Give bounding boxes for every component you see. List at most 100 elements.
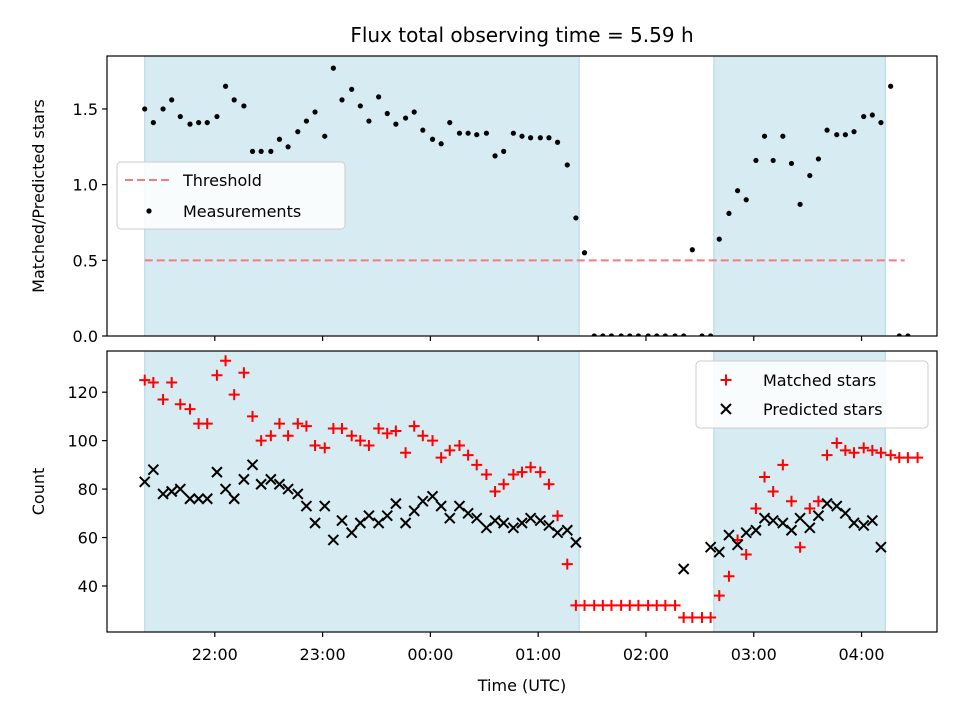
predicted-stars-point xyxy=(866,514,879,527)
matched-stars-point xyxy=(336,423,348,435)
predicted-stars-point xyxy=(731,539,744,551)
axes-frame xyxy=(106,350,938,633)
predicted-stars-point xyxy=(228,493,240,505)
measurement-point xyxy=(645,333,651,336)
matched-stars-point xyxy=(174,398,186,410)
legend-matched-swatch xyxy=(720,374,732,386)
measurement-point xyxy=(231,97,237,103)
matched-stars-point xyxy=(777,459,789,471)
matched-stars-point xyxy=(912,452,924,464)
measurement-point xyxy=(438,141,444,147)
measurement-point xyxy=(761,133,768,139)
matched-stars-point xyxy=(228,389,240,401)
y-tick-label: 0.5 xyxy=(73,251,98,270)
x-tick-label: 23:00 xyxy=(300,645,346,664)
predicted-stars-point xyxy=(677,563,690,575)
predicted-stars-point xyxy=(875,541,887,553)
measurement-point xyxy=(339,97,345,103)
predicted-stars-point xyxy=(750,524,762,536)
predicted-stars-point xyxy=(497,517,510,529)
matched-stars-point xyxy=(346,430,358,442)
measurement-point xyxy=(357,103,363,109)
measurement-point xyxy=(204,119,210,126)
measurement-point xyxy=(492,153,498,159)
y-axis-label: Count xyxy=(29,468,48,516)
measurement-point xyxy=(869,112,875,118)
predicted-stars-point xyxy=(857,519,870,532)
predicted-stars-point xyxy=(139,476,151,488)
x-tick-label: 03:00 xyxy=(731,645,777,664)
predicted-stars-point xyxy=(417,495,429,507)
matched-stars-point xyxy=(543,478,555,490)
matched-stars-point xyxy=(373,423,385,435)
predicted-stars-point xyxy=(319,500,331,512)
predicted-stars-point xyxy=(839,507,852,520)
predicted-stars-point xyxy=(444,512,456,524)
y-tick-label: 60 xyxy=(78,529,98,548)
predicted-stars-point xyxy=(381,510,393,522)
measurement-point xyxy=(241,103,247,109)
measurement-point xyxy=(581,250,588,256)
matched-stars-point xyxy=(705,611,717,623)
matched-stars-point xyxy=(354,435,366,447)
legend-matched-label: Matched stars xyxy=(763,371,876,390)
legend-predicted-label: Predicted stars xyxy=(763,400,883,419)
measurement-point xyxy=(429,136,436,142)
measurement-point xyxy=(699,333,705,336)
predicted-stars-point xyxy=(740,526,752,539)
predicted-stars-point xyxy=(534,514,547,527)
measurement-point xyxy=(258,148,264,154)
matched-stars-point xyxy=(885,449,897,461)
matched-stars-point xyxy=(300,420,312,432)
measurement-point xyxy=(797,201,803,207)
matched-stars-point xyxy=(605,599,617,611)
matched-stars-point xyxy=(659,599,671,611)
y-tick-label: 120 xyxy=(67,383,98,402)
matched-stars-point xyxy=(525,461,537,473)
predicted-stars-point xyxy=(821,497,833,510)
matched-stars-point xyxy=(848,447,860,459)
matched-stars-point xyxy=(839,444,851,456)
predicted-stars-point xyxy=(507,522,520,534)
y-tick-label: 100 xyxy=(67,432,98,451)
measurement-point xyxy=(510,130,516,136)
observing-window-1 xyxy=(713,55,886,337)
measurement-point xyxy=(878,119,884,126)
measurement-point xyxy=(807,172,813,179)
measurement-point xyxy=(177,113,183,120)
plot-area xyxy=(139,355,924,623)
measurement-point xyxy=(824,127,830,133)
measurement-point xyxy=(366,118,372,124)
bottom-panel: 40 60 80 100 120 22:00 23:00 00:00 01:00 02:00 03:… xyxy=(29,350,938,664)
matched-stars-point xyxy=(309,439,321,451)
legend-measurements-swatch xyxy=(146,208,152,214)
measurement-point xyxy=(456,130,463,136)
predicted-stars-point xyxy=(300,500,313,512)
x-tick-label: 01:00 xyxy=(515,645,561,664)
measurement-point xyxy=(187,121,193,127)
predicted-stars-point xyxy=(758,512,771,524)
matched-stars-point xyxy=(759,471,771,483)
matched-stars-point xyxy=(804,502,816,514)
matched-stars-point xyxy=(686,611,698,623)
legend-threshold-label: Threshold xyxy=(182,171,262,190)
matched-stars-point xyxy=(166,376,178,388)
matched-stars-point xyxy=(462,449,474,461)
x-tick-label: 00:00 xyxy=(407,645,453,664)
measurement-point xyxy=(708,333,714,336)
matched-stars-point xyxy=(220,355,232,367)
measurement-point xyxy=(376,94,382,100)
measurement-point xyxy=(554,139,561,145)
matched-stars-point xyxy=(247,410,259,422)
legend: Matched stars Predicted stars xyxy=(695,360,929,429)
matched-stars-point xyxy=(265,430,277,442)
measurement-point xyxy=(753,157,759,164)
observing-window-0 xyxy=(144,350,580,633)
matched-stars-point xyxy=(561,558,573,570)
predicted-stars-point xyxy=(211,466,223,478)
matched-stars-point xyxy=(319,442,331,454)
measurement-point xyxy=(330,65,336,71)
measurement-point xyxy=(654,333,660,336)
matched-stars-point xyxy=(381,427,393,439)
predicted-stars-point xyxy=(238,473,250,486)
